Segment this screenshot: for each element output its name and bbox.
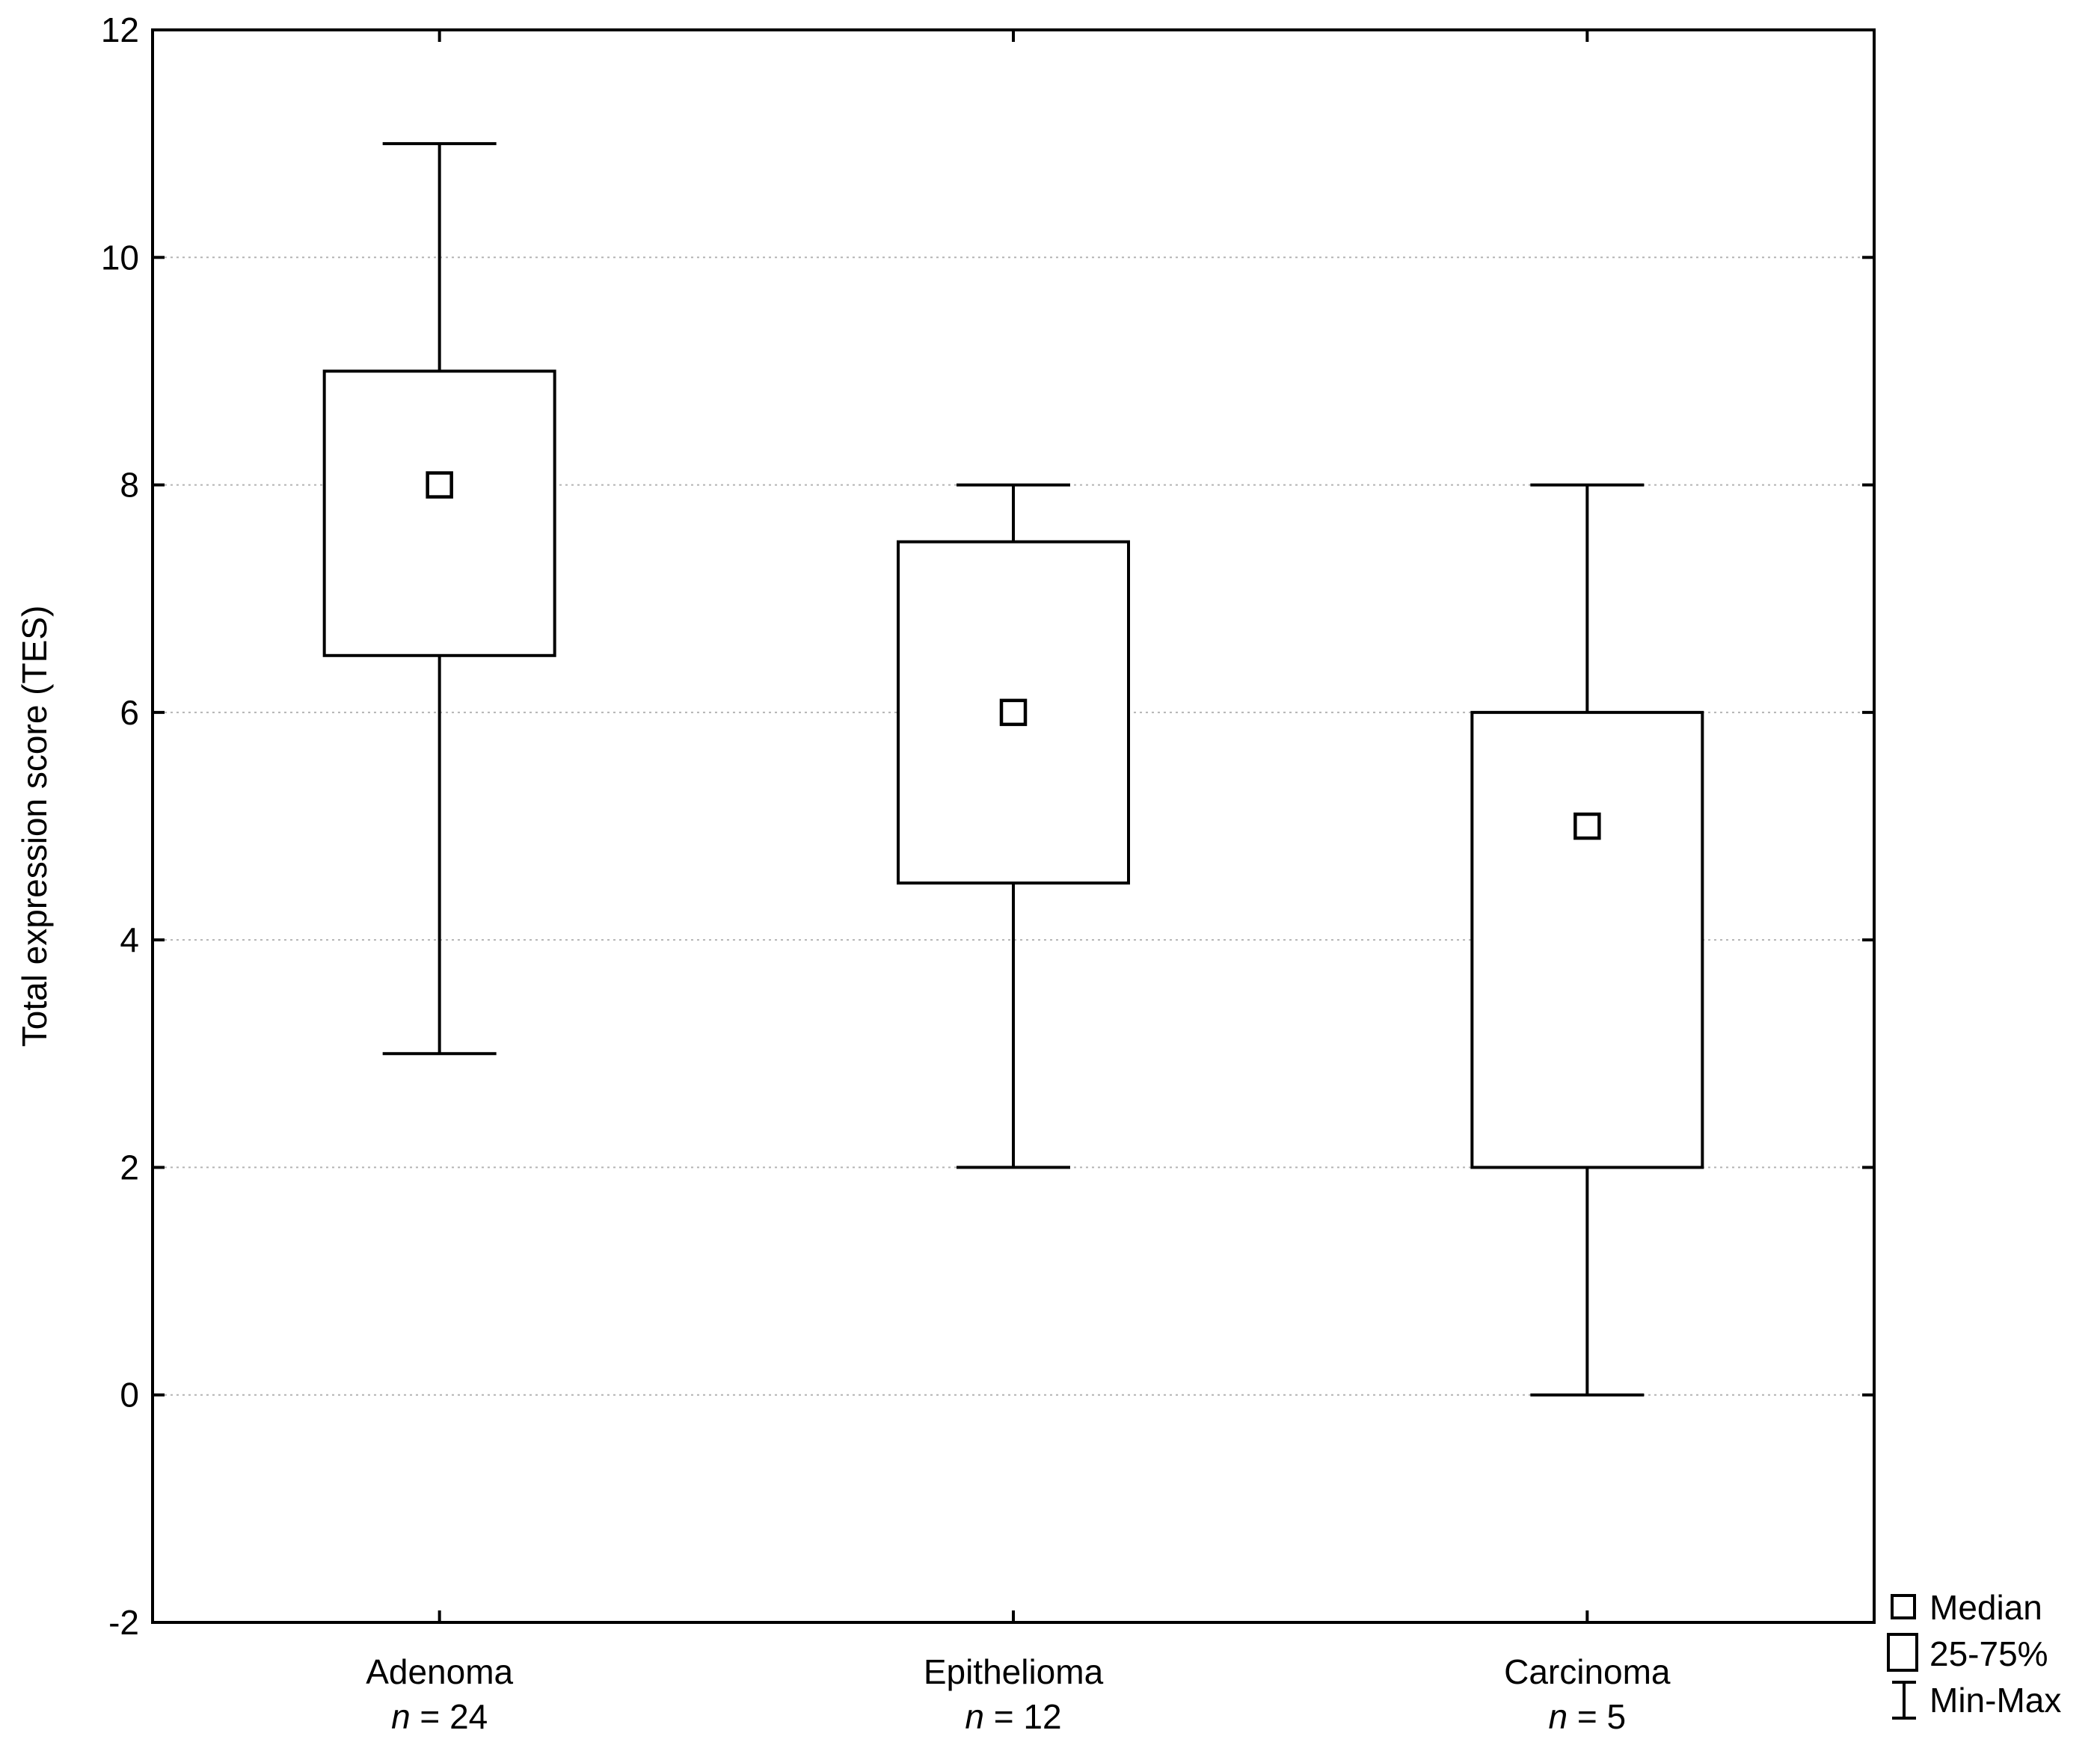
y-axis-title: Total expression score (TES) [15,606,54,1047]
sample-size-symbol: n [391,1697,411,1736]
median-marker [1574,812,1601,840]
sample-size-symbol: n [965,1697,984,1736]
box-adenoma [322,142,556,1056]
iqr-box [322,369,556,657]
sample-size-value: = 24 [411,1697,488,1736]
box-legend-icon [1887,1633,1918,1672]
median-marker [999,698,1028,727]
iqr-box [1470,710,1704,1169]
y-tick-label: 6 [120,693,139,732]
legend-item-median: Median [1891,1588,2042,1627]
sample-size-label: n = 12 [965,1697,1061,1736]
median-legend-icon [1891,1594,1916,1619]
y-tick-label: 4 [120,920,139,959]
axis-ticks: -2 0 2 4 6 8 10 12 [101,10,1874,1642]
legend-label: Median [1929,1588,2042,1627]
category-label: Epithelioma [924,1652,1104,1691]
category-label: Adenoma [366,1652,513,1691]
y-tick-label: 10 [101,238,139,277]
sample-size-symbol: n [1549,1697,1568,1736]
legend-item-range: Min-Max [1892,1681,2061,1720]
y-tick-label: 0 [120,1376,139,1415]
box-epithelioma [897,483,1130,1169]
sample-size-label: n = 5 [1549,1697,1627,1736]
y-tick-label: 12 [101,10,139,49]
box-carcinoma [1470,483,1704,1397]
y-tick-label: 8 [120,466,139,505]
y-tick-label: -2 [108,1603,139,1642]
median-marker [426,471,453,499]
legend-label: Min-Max [1929,1681,2061,1720]
legend-item-iqr: 25-75% [1887,1633,2048,1673]
sample-size-value: = 12 [984,1697,1062,1736]
legend-label: 25-75% [1929,1634,2048,1673]
sample-size-label: n = 24 [391,1697,488,1736]
boxes [322,142,1704,1397]
sample-size-value: = 5 [1568,1697,1626,1736]
legend: Median 25-75% Min-Max [1887,1588,2061,1720]
category-labels: Adenoma n = 24 Epithelioma n = 12 Carcinoma n… [366,1652,1671,1736]
y-tick-label: 2 [120,1148,139,1187]
category-label: Carcinoma [1504,1652,1671,1691]
